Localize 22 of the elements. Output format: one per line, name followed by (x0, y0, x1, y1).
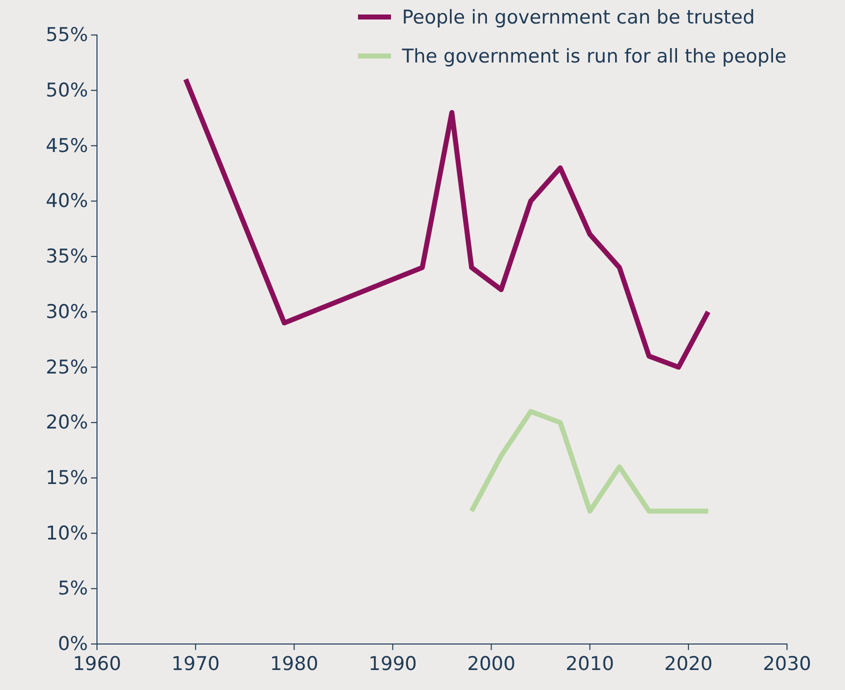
y-tick-label: 15% (46, 466, 88, 489)
x-tick-label: 1970 (171, 653, 220, 676)
y-tick-label: 35% (46, 246, 88, 268)
legend-label: People in government can be trusted (402, 6, 755, 29)
y-tick-label: 25% (46, 356, 88, 378)
y-tick-label: 5% (58, 578, 88, 600)
y-tick-label: 10% (46, 522, 88, 544)
y-tick-label: 50% (46, 79, 88, 102)
x-tick-label: 2020 (664, 653, 713, 676)
y-tick-label: 55% (46, 24, 88, 46)
y-tick-label: 20% (46, 412, 88, 434)
legend-label: The government is run for all the people (401, 46, 786, 68)
y-tick-label: 45% (46, 134, 88, 157)
x-tick-label: 1960 (72, 653, 122, 676)
x-tick-label: 1980 (270, 653, 318, 676)
x-tick-label: 2030 (762, 653, 812, 676)
x-tick-label: 2010 (566, 653, 614, 676)
y-tick-label: 30% (46, 300, 88, 323)
y-tick-label: 0% (58, 633, 88, 656)
y-tick-label: 40% (46, 190, 88, 212)
x-tick-label: 2000 (467, 653, 516, 676)
x-tick-label: 1990 (368, 653, 417, 676)
